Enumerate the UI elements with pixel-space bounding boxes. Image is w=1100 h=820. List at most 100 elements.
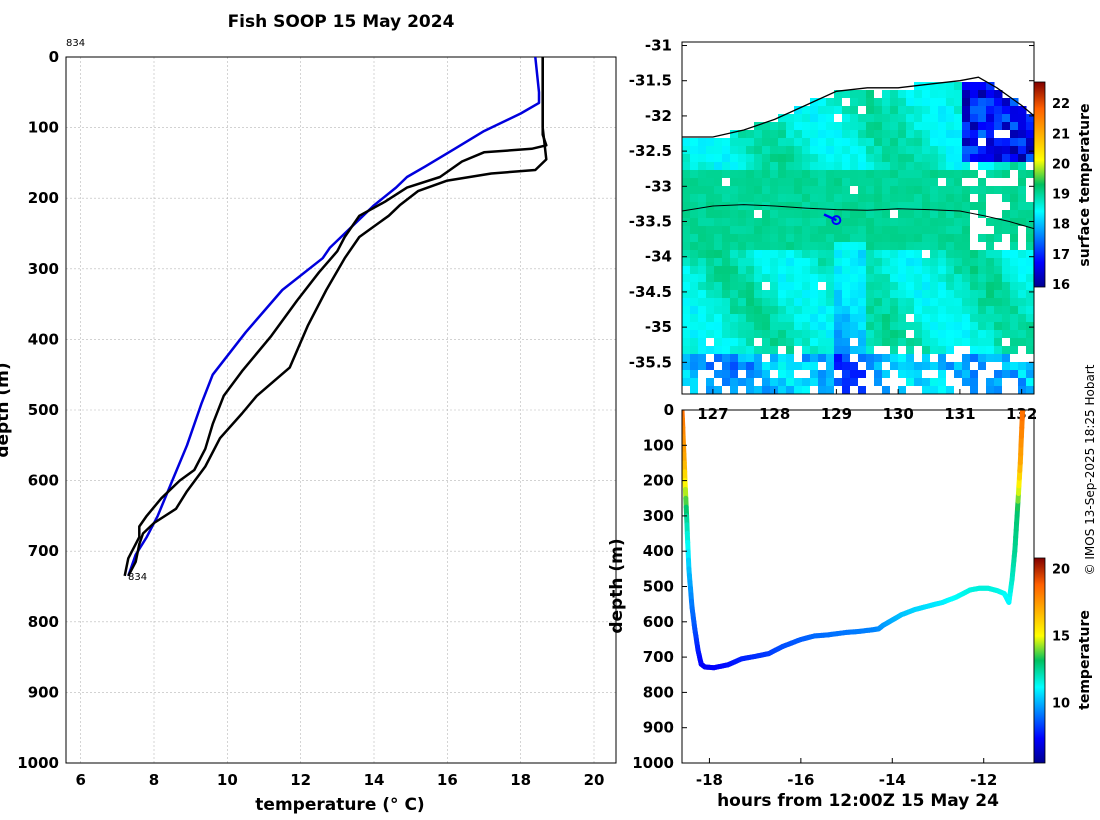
sst-cell xyxy=(770,154,779,163)
sst-cell xyxy=(770,338,779,347)
sst-cell xyxy=(994,330,1003,339)
sst-cell xyxy=(1018,146,1027,155)
sst-cell xyxy=(746,298,755,307)
sst-cell xyxy=(730,362,739,371)
sst-cell xyxy=(826,210,835,219)
sst-cell xyxy=(914,314,923,323)
sst-cell xyxy=(722,378,731,387)
sst-cell xyxy=(906,314,915,323)
sst-cell xyxy=(714,154,723,163)
sst-cell xyxy=(682,330,691,339)
sst-cell xyxy=(946,330,955,339)
sst-cell xyxy=(698,266,707,275)
sst-cell xyxy=(882,210,891,219)
sst-cell xyxy=(826,362,835,371)
sst-cell xyxy=(794,122,803,131)
sst-cell xyxy=(986,98,995,107)
sst-cell xyxy=(682,354,691,363)
sst-cell xyxy=(1026,234,1034,243)
sst-cell xyxy=(778,186,787,195)
sst-cell xyxy=(698,346,707,355)
sst-cell xyxy=(1010,114,1019,123)
sst-cell xyxy=(882,266,891,275)
sst-cell xyxy=(1010,274,1019,283)
sst-cell xyxy=(1010,210,1019,219)
sst-cell xyxy=(914,186,923,195)
sst-cell xyxy=(858,170,867,179)
section-y-tick-label: 900 xyxy=(643,719,674,737)
sst-cell xyxy=(826,314,835,323)
sst-cell xyxy=(778,314,787,323)
sst-cell xyxy=(754,122,763,131)
sst-cell xyxy=(810,106,819,115)
sst-cell xyxy=(802,202,811,211)
sst-cell xyxy=(818,354,827,363)
sst-cell xyxy=(770,234,779,243)
sst-cell xyxy=(994,210,1003,219)
profile-y-tick-label: 600 xyxy=(28,472,59,490)
sst-cell xyxy=(938,258,947,267)
map-x-tick-label: 129 xyxy=(821,405,852,423)
figure-title: Fish SOOP 15 May 2024 xyxy=(228,12,455,32)
sst-cell xyxy=(1002,170,1011,179)
sst-cell xyxy=(938,362,947,371)
sst-cell xyxy=(802,250,811,259)
sst-cell xyxy=(930,210,939,219)
sst-cell xyxy=(778,130,787,139)
sst-cell xyxy=(746,370,755,379)
sst-cell xyxy=(834,330,843,339)
sst-cell xyxy=(898,154,907,163)
sst-cell xyxy=(986,106,995,115)
sst-colorbar-tick-label: 18 xyxy=(1052,218,1070,233)
sst-cell xyxy=(954,282,963,291)
sst-cell xyxy=(922,178,931,187)
sst-cell xyxy=(986,330,995,339)
sst-cell xyxy=(874,362,883,371)
sst-cell xyxy=(730,258,739,267)
sst-cell xyxy=(754,274,763,283)
sst-cell xyxy=(850,250,859,259)
sst-cell xyxy=(1026,250,1034,259)
sst-cell xyxy=(866,250,875,259)
sst-cell xyxy=(1002,250,1011,259)
sst-cell xyxy=(850,242,859,251)
sst-cell xyxy=(786,314,795,323)
sst-cell xyxy=(986,130,995,139)
sst-cell xyxy=(986,162,995,171)
sst-cell xyxy=(778,362,787,371)
sst-cell xyxy=(882,218,891,227)
sst-cell xyxy=(938,226,947,235)
sst-cell xyxy=(1010,106,1019,115)
profile-y-tick-label: 800 xyxy=(28,613,59,631)
sst-cell xyxy=(762,354,771,363)
sst-colorbar-label: surface temperature xyxy=(1077,103,1093,266)
sst-cell xyxy=(866,170,875,179)
sst-cell xyxy=(722,282,731,291)
sst-cell xyxy=(794,250,803,259)
sst-cell xyxy=(898,258,907,267)
sst-cell xyxy=(954,354,963,363)
sst-cell xyxy=(818,274,827,283)
sst-cell xyxy=(826,282,835,291)
sst-cell xyxy=(794,314,803,323)
sst-cell xyxy=(682,378,691,387)
sst-cell xyxy=(914,322,923,331)
sst-cell xyxy=(818,114,827,123)
sst-cell xyxy=(754,250,763,259)
sst-cell xyxy=(922,338,931,347)
sst-cell xyxy=(730,202,739,211)
sst-cell xyxy=(770,178,779,187)
sst-cell xyxy=(826,106,835,115)
sst-cell xyxy=(786,242,795,251)
sst-cell xyxy=(1026,154,1034,163)
sst-cell xyxy=(938,322,947,331)
sst-cell xyxy=(690,330,699,339)
sst-cell xyxy=(882,114,891,123)
sst-cell xyxy=(826,218,835,227)
sst-cell xyxy=(1010,234,1019,243)
sst-cell xyxy=(898,186,907,195)
sst-cell xyxy=(890,210,899,219)
sst-cell xyxy=(970,122,979,131)
sst-cell xyxy=(690,386,699,394)
sst-cell xyxy=(1026,362,1034,371)
